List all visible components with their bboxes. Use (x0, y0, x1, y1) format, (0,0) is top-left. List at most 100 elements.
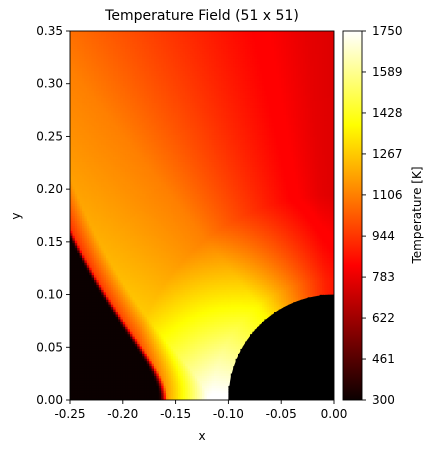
heatmap-cell (206, 377, 210, 381)
heatmap-cell (187, 358, 191, 362)
heatmap-cell (98, 360, 102, 364)
heatmap-cell (182, 331, 186, 335)
heatmap-cell (238, 336, 241, 340)
heatmap-cell (216, 355, 220, 359)
heatmap-cell (161, 395, 165, 399)
heatmap-cell (173, 348, 177, 352)
heatmap-cell (223, 328, 227, 332)
heatmap-cell (125, 345, 129, 349)
heatmap-cell (166, 395, 169, 399)
heatmap-cell (228, 326, 232, 330)
heatmap-cell (192, 375, 196, 379)
heatmap-cell (192, 340, 196, 345)
heatmap-cell (226, 363, 229, 367)
heatmap-cell (91, 345, 95, 349)
heatmap-cell (110, 353, 114, 357)
heatmap-cell (96, 363, 100, 367)
heatmap-cell (170, 340, 174, 345)
heatmap-cell (235, 353, 239, 357)
heatmap-cell (166, 363, 169, 367)
heatmap-cell (77, 355, 81, 359)
heatmap-cell (130, 370, 133, 374)
heatmap-cell (139, 377, 143, 381)
heatmap-cell (110, 372, 114, 376)
heatmap-cell (230, 326, 234, 330)
heatmap-cell (137, 368, 141, 372)
heatmap-cell (110, 345, 114, 349)
heatmap-cell (154, 343, 157, 347)
heatmap-cell (142, 368, 145, 372)
heatmap-cell (190, 343, 193, 347)
heatmap-cell (77, 360, 81, 364)
heatmap-cell (146, 380, 150, 384)
heatmap-cell (82, 382, 85, 386)
heatmap-cell (209, 340, 213, 345)
heatmap-cell (211, 390, 215, 394)
heatmap-cell (142, 377, 145, 381)
heatmap-cell (106, 395, 109, 399)
heatmap-cell (252, 326, 256, 330)
heatmap-cell (142, 343, 145, 347)
heatmap-cell (182, 355, 186, 359)
heatmap-cell (161, 372, 165, 376)
heatmap-cell (82, 353, 85, 357)
heatmap-cell (223, 350, 227, 354)
heatmap-cell (180, 338, 184, 342)
heatmap-cell (130, 377, 133, 381)
heatmap-cell (214, 333, 217, 337)
heatmap-cell (120, 377, 124, 381)
heatmap-cell (79, 385, 83, 389)
heatmap-cell (199, 380, 203, 384)
heatmap-cell (144, 353, 148, 357)
heatmap-cell (180, 368, 184, 372)
heatmap-cell (187, 353, 191, 357)
heatmap-cell (79, 340, 83, 345)
heatmap-cell (197, 326, 201, 330)
heatmap-cell (187, 343, 191, 347)
heatmap-cell (187, 375, 191, 379)
heatmap-cell (86, 377, 90, 381)
heatmap-cell (238, 338, 241, 342)
heatmap-cell (226, 328, 229, 332)
heatmap-cell (82, 336, 85, 340)
heatmap-cell (77, 326, 81, 330)
heatmap-cell (122, 345, 126, 349)
heatmap-cell (89, 350, 93, 354)
heatmap-cell (144, 326, 148, 330)
heatmap-cell (127, 390, 131, 394)
heatmap-cell (192, 333, 196, 337)
heatmap-cell (137, 350, 141, 354)
heatmap-cell (89, 382, 93, 386)
heatmap-cell (182, 338, 186, 342)
heatmap-cell (89, 333, 93, 337)
heatmap-cell (142, 390, 145, 394)
heatmap-cell (218, 395, 222, 399)
heatmap-cell (94, 372, 97, 376)
heatmap-cell (137, 380, 141, 384)
heatmap-cell (170, 338, 174, 342)
heatmap-cell (108, 385, 112, 389)
heatmap-cell (74, 380, 78, 384)
heatmap-cell (134, 333, 138, 337)
heatmap-cell (137, 385, 141, 389)
heatmap-cell (146, 395, 150, 399)
heatmap-cell (110, 365, 114, 369)
heatmap-cell (204, 363, 208, 367)
heatmap-cell (139, 355, 143, 359)
heatmap-cell (118, 363, 121, 367)
heatmap-cell (190, 328, 193, 332)
heatmap-cell (120, 328, 124, 332)
heatmap-cell (218, 343, 222, 347)
heatmap-cell (158, 338, 162, 342)
heatmap-cell (166, 353, 169, 357)
heatmap-cell (180, 392, 184, 396)
heatmap-cell (101, 338, 105, 342)
heatmap-cell (228, 375, 232, 379)
heatmap-cell (146, 390, 150, 394)
heatmap-cell (132, 375, 136, 379)
heatmap-cell (192, 372, 196, 376)
heatmap-cell (110, 358, 114, 362)
heatmap-cell (206, 348, 210, 352)
heatmap-cell (134, 387, 138, 391)
heatmap-cell (228, 355, 232, 359)
